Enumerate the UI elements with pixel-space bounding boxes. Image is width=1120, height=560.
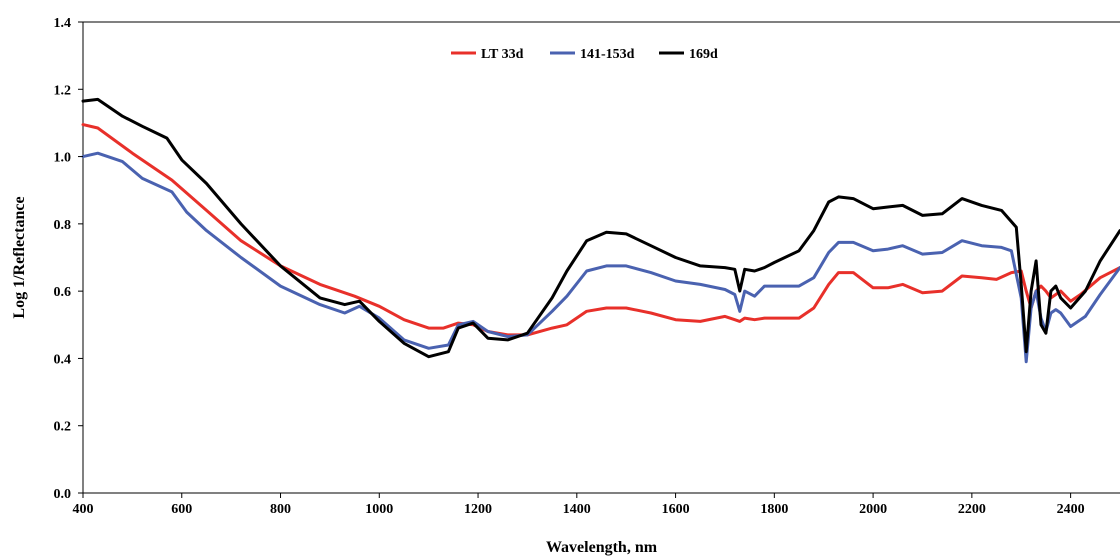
plot-area (81, 21, 1120, 494)
x-tick-label: 600 (171, 502, 192, 517)
y-axis-title: Log 1/Reflectance (11, 196, 28, 318)
series-layer (81, 97, 1120, 364)
x-tick-label: 1200 (464, 502, 492, 517)
y-tick-label: 0.0 (54, 487, 72, 502)
y-axis-ticks: 0.0 0.2 0.4 0.6 0.8 1.0 1.2 1.4 (54, 16, 83, 502)
series-line-2 (81, 151, 1120, 364)
x-tick-label: 1400 (563, 502, 591, 517)
legend-label-2: 141-153d (580, 47, 635, 62)
y-tick-label: 0.2 (54, 420, 72, 435)
x-tick-label: 2200 (958, 502, 986, 517)
x-tick-label: 400 (73, 502, 94, 517)
x-tick-label: 1800 (760, 502, 788, 517)
x-tick-label: 1000 (365, 502, 393, 517)
x-axis-ticks: 400 600 800 1000 1200 1400 1600 1800 2000 2200 240… (73, 493, 1085, 517)
series-line-3 (81, 97, 1120, 359)
y-tick-label: 0.8 (54, 218, 72, 233)
y-tick-label: 1.4 (54, 16, 72, 31)
x-tick-label: 2400 (1057, 502, 1085, 517)
x-tick-label: 800 (270, 502, 291, 517)
legend-label-3: 169d (689, 47, 718, 62)
y-tick-label: 0.4 (54, 352, 72, 367)
y-tick-label: 1.0 (54, 151, 72, 166)
plot-frame (82, 21, 1120, 494)
y-tick-label: 1.2 (54, 83, 72, 98)
x-axis-title: Wavelength, nm (546, 539, 658, 556)
legend-label-1: LT 33d (481, 47, 524, 62)
y-tick-label: 0.6 (54, 285, 72, 300)
series-line-1 (81, 123, 1120, 337)
x-tick-label: 1600 (662, 502, 690, 517)
legend: LT 33d 141-153d 169d (451, 47, 718, 62)
x-tick-label: 2000 (859, 502, 887, 517)
